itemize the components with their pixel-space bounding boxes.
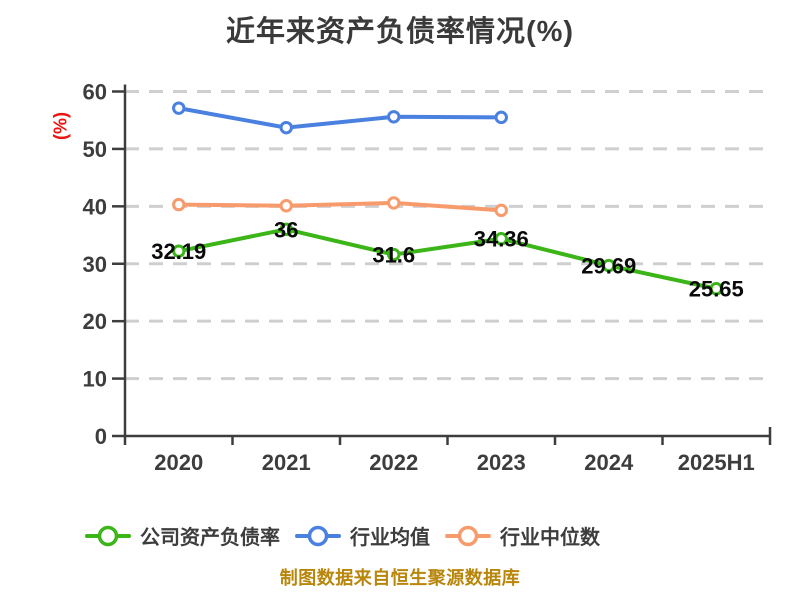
y-tick-label: 20 xyxy=(83,309,107,334)
y-tick-label: 0 xyxy=(95,424,107,449)
legend-item-industry-median: 行业中位数 xyxy=(445,521,600,550)
data-point-marker xyxy=(494,110,508,125)
data-point-marker xyxy=(279,120,293,135)
data-point-marker xyxy=(279,222,293,237)
data-point-marker xyxy=(387,247,401,262)
x-tick-label: 2020 xyxy=(154,450,203,475)
data-source-note: 制图数据来自恒生聚源数据库 xyxy=(279,568,521,588)
legend-label-industry-median: 行业中位数 xyxy=(500,527,600,549)
y-tick-label: 30 xyxy=(83,252,107,277)
data-point-marker xyxy=(494,232,508,246)
y-tick-label: 10 xyxy=(83,367,107,392)
legend-item-industry-average: 行业均值 xyxy=(295,521,430,550)
data-point-label: 32.19 xyxy=(151,239,206,264)
data-point-label: 34.36 xyxy=(474,227,529,252)
y-tick-label: 60 xyxy=(83,80,107,105)
series-line-1 xyxy=(176,106,504,130)
series-line-2 xyxy=(176,200,504,213)
x-tick-label: 2024 xyxy=(584,450,634,475)
y-tick-label: 50 xyxy=(83,137,107,162)
legend-marker-industry-median-icon xyxy=(445,525,491,546)
data-point-marker xyxy=(602,258,616,273)
legend-label-company-ratio: 公司资产负债率 xyxy=(140,527,280,549)
data-point-marker xyxy=(494,203,508,218)
data-point-marker xyxy=(387,110,401,124)
chart-plot-area: 0 10 20 30 40 50 60 2020 2021 2022 2023 2024 2025H1 3… xyxy=(83,80,772,475)
data-point-marker xyxy=(172,197,186,212)
x-tick-label: 2023 xyxy=(477,450,526,475)
chart-legend: 公司资产负债率 行业均值 行业中位数 xyxy=(0,521,800,550)
series-line-0 xyxy=(176,227,719,291)
data-point-label: 25.65 xyxy=(689,277,744,302)
chart-title: 近年来资产负债率情况(%) xyxy=(225,16,575,48)
data-point-label: 29.69 xyxy=(581,254,636,279)
legend-marker-company-icon xyxy=(85,525,131,546)
data-point-marker xyxy=(172,244,186,258)
legend-label-industry-average: 行业均值 xyxy=(350,527,430,549)
x-tick-label: 2025H1 xyxy=(678,450,755,475)
data-point-marker xyxy=(172,101,186,115)
y-tick-label: 40 xyxy=(83,194,107,219)
x-tick-label: 2022 xyxy=(369,450,418,475)
data-point-marker xyxy=(279,199,293,213)
legend-marker-industry-average-icon xyxy=(295,525,341,546)
data-point-marker xyxy=(387,196,401,210)
data-point-label: 36 xyxy=(274,217,298,242)
data-point-marker xyxy=(709,282,723,296)
x-tick-label: 2021 xyxy=(262,450,311,475)
legend-item-company-ratio: 公司资产负债率 xyxy=(85,521,280,550)
data-point-label: 31.6 xyxy=(372,243,415,268)
